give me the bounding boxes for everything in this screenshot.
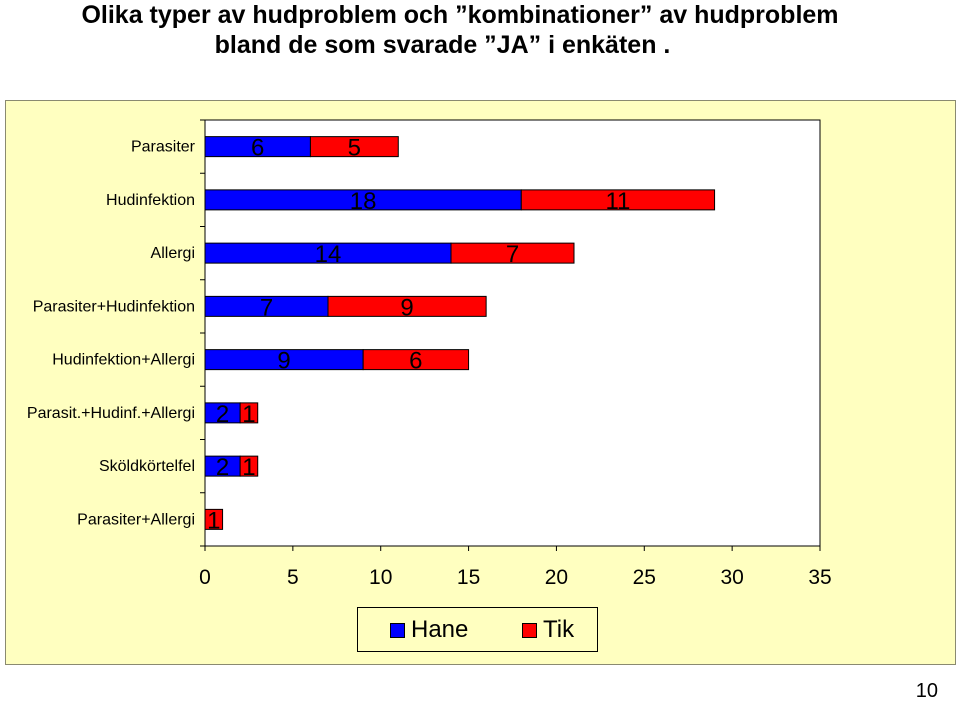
bar-tik [327,295,487,317]
data-label-tik: 11 [605,188,630,215]
x-tick-label: 5 [287,566,299,589]
data-label-hane: 18 [350,188,377,215]
legend-swatch-hane [390,622,405,638]
legend-label-hane: Hane [411,616,469,643]
x-tick-label: 25 [633,566,656,589]
legend-label-tik: Tik [543,616,575,643]
legend-item-hane: Hane [390,616,468,644]
category-label: Hudinfektion+Allergi [52,352,195,369]
data-label-hane: 9 [277,348,290,375]
data-label-tik: 9 [400,294,413,321]
bar-tik [450,242,575,264]
data-label-tik: 1 [242,454,255,481]
x-tick-label: 0 [199,566,211,589]
category-label: Sköldkörtelfel [99,458,195,475]
title-line-1: Olika typer av hudproblem och ”kombinati… [81,1,839,29]
data-label-hane: 14 [315,241,342,268]
data-label-tik: 1 [207,507,220,534]
data-label-tik: 6 [409,348,422,375]
data-label-hane: 2 [216,401,229,428]
bar-tik [520,189,716,211]
x-tick-label: 10 [369,566,392,589]
title-line-2: bland de som svarade ”JA” i enkäten . [214,31,671,59]
data-label-tik: 5 [348,135,361,162]
bar-tik [204,508,224,530]
data-label-hane: 7 [260,294,273,321]
x-tick-label: 30 [720,566,743,589]
legend-swatch-tik [522,622,537,638]
category-label: Allergi [151,245,195,262]
category-label: Parasit.+Hudinf.+Allergi [27,405,195,422]
bar-tik [239,402,259,424]
bar-tik [309,136,399,158]
category-label: Parasiter [131,139,196,156]
x-tick-label: 35 [808,566,831,589]
data-label-hane: 6 [251,135,264,162]
bar-tik [362,349,470,371]
chart-title: Olika typer av hudproblem och ”kombinati… [0,0,960,60]
page-number: 10 [915,680,938,702]
data-label-hane: 2 [216,454,229,481]
bar-tik [239,455,259,477]
x-tick-label: 15 [457,566,480,589]
plot-area [204,119,821,547]
category-label: Hudinfektion [106,192,195,209]
legend-item-tik: Tik [522,616,574,644]
data-label-tik: 7 [506,241,519,268]
category-label: Parasiter+Allergi [77,511,195,528]
legend: Hane Tik [357,607,598,652]
x-tick-label: 20 [545,566,568,589]
data-label-tik: 1 [242,401,255,428]
category-label: Parasiter+Hudinfektion [33,298,195,315]
